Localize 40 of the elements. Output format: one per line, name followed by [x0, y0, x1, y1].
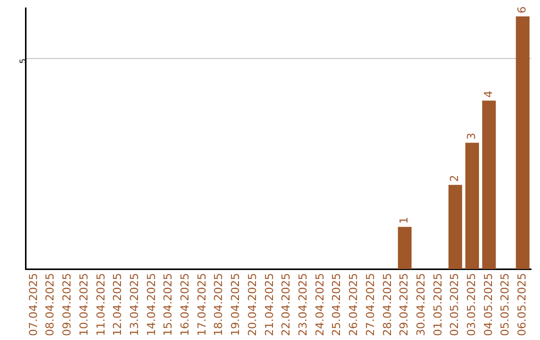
x-tick-label: 23.04.2025	[296, 273, 310, 336]
x-tick-label: 28.04.2025	[380, 273, 394, 336]
x-tick-label: 21.04.2025	[262, 273, 276, 336]
data-label: 2	[448, 174, 462, 182]
x-tick-label: 20.04.2025	[246, 273, 259, 336]
x-tick-label: 19.04.2025	[229, 273, 242, 336]
x-tick-label: 07.04.2025	[26, 273, 40, 336]
x-tick-label: 03.05.2025	[465, 273, 478, 336]
x-tick-label: 15.04.2025	[162, 273, 175, 336]
bar	[482, 100, 496, 270]
x-tick-label: 06.05.2025	[516, 273, 529, 336]
x-tick-label: 14.04.2025	[144, 273, 158, 336]
x-tick-label: 22.04.2025	[280, 273, 293, 336]
x-tick-label: 17.04.2025	[195, 273, 208, 336]
x-tick-label: 13.04.2025	[128, 273, 141, 336]
data-label: 1	[398, 216, 411, 224]
x-tick-label: 09.04.2025	[60, 273, 74, 336]
x-tick-label: 02.05.2025	[448, 273, 462, 336]
bar	[516, 16, 530, 270]
x-tick-label: 30.04.2025	[414, 273, 428, 336]
x-tick-label: 27.04.2025	[364, 273, 377, 336]
x-tick-label: 05.05.2025	[498, 273, 512, 336]
x-tick-label: 18.04.2025	[212, 273, 226, 336]
x-tick-label: 16.04.2025	[178, 273, 192, 336]
bar	[448, 184, 462, 270]
data-label: 3	[465, 132, 478, 140]
x-tick-label: 10.04.2025	[77, 273, 90, 336]
x-tick-label: 08.04.2025	[44, 273, 57, 336]
bar	[398, 226, 412, 270]
x-tick-label: 01.05.2025	[431, 273, 444, 336]
x-tick-label: 04.05.2025	[482, 273, 495, 336]
data-label: 6	[516, 6, 529, 14]
bar	[465, 142, 479, 270]
x-tick-label: 24.04.2025	[313, 273, 326, 336]
x-tick-label: 29.04.2025	[398, 273, 411, 336]
x-tick-label: 26.04.2025	[347, 273, 360, 336]
x-tick-label: 25.04.2025	[330, 273, 344, 336]
x-tick-label: 11.04.2025	[94, 273, 108, 336]
x-tick-label: 12.04.2025	[111, 273, 124, 336]
data-label: 4	[482, 90, 495, 98]
